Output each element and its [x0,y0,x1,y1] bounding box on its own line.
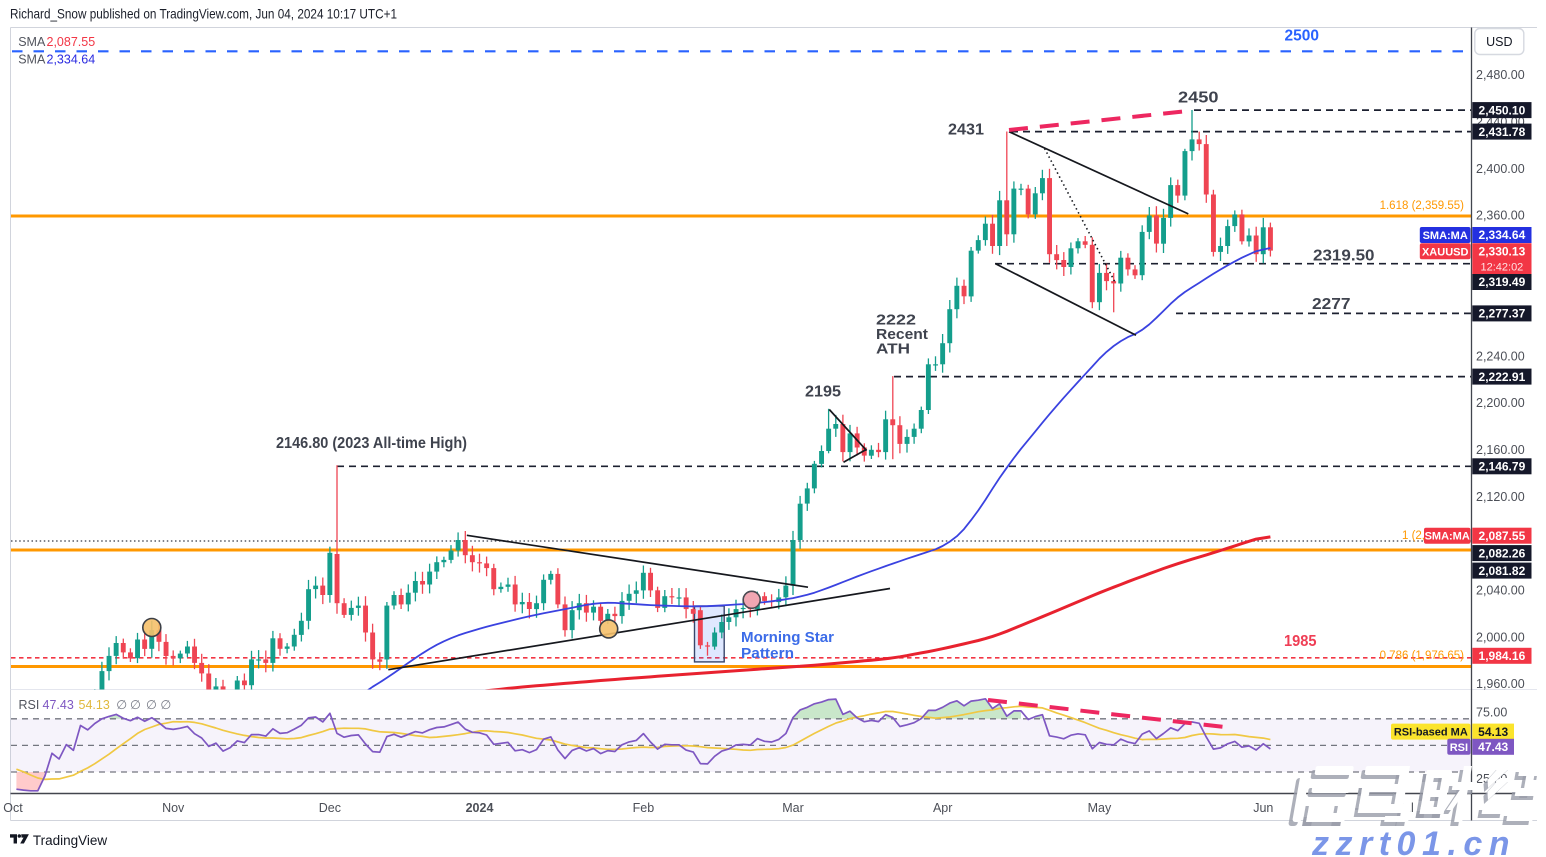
svg-text:2146.80 (2023 All-time High): 2146.80 (2023 All-time High) [276,435,467,452]
svg-text:2277: 2277 [1312,296,1351,313]
svg-text:SMA: SMA [18,53,46,67]
svg-text:1985: 1985 [1284,633,1317,650]
svg-text:RSI: RSI [1450,742,1468,754]
svg-text:2,319.49: 2,319.49 [1479,275,1526,289]
svg-text:2,040.00: 2,040.00 [1476,584,1525,598]
svg-text:Morning Star: Morning Star [741,629,834,646]
svg-text:Oct: Oct [3,801,23,815]
svg-text:Mar: Mar [782,801,804,815]
svg-text:2,450.10: 2,450.10 [1479,103,1526,117]
svg-text:54.13: 54.13 [1478,725,1508,739]
svg-text:∅: ∅ [116,698,127,712]
svg-text:XAUUSD: XAUUSD [1422,246,1469,258]
svg-text:2,222.91: 2,222.91 [1479,370,1526,384]
svg-text:Pattern: Pattern [741,645,794,662]
svg-text:Feb: Feb [633,801,655,815]
svg-text:zzrt01.cn: zzrt01.cn [1311,825,1516,857]
svg-text:2,240.00: 2,240.00 [1476,349,1525,363]
svg-text:2,334.64: 2,334.64 [47,53,96,67]
svg-text:47.43: 47.43 [1478,740,1508,754]
svg-text:2,087.55: 2,087.55 [47,35,96,49]
svg-text:Recent: Recent [876,326,928,343]
svg-text:2,431.78: 2,431.78 [1479,125,1526,139]
svg-text:2,081.82: 2,081.82 [1479,564,1526,578]
svg-text:2,334.64: 2,334.64 [1479,228,1526,242]
svg-text:1,960.00: 1,960.00 [1476,677,1525,691]
svg-text:12:42:02: 12:42:02 [1480,262,1523,274]
svg-text:2319.50: 2319.50 [1313,248,1375,265]
svg-text:USD: USD [1486,35,1512,49]
svg-text:2,277.37: 2,277.37 [1479,307,1526,321]
svg-text:2,087.55: 2,087.55 [1479,529,1526,543]
svg-text:2,330.13: 2,330.13 [1479,245,1526,259]
svg-text:2450: 2450 [1178,90,1219,107]
svg-text:2431: 2431 [948,122,984,139]
svg-text:2,360.00: 2,360.00 [1476,209,1525,223]
svg-text:May: May [1088,801,1112,815]
svg-text:1,984.16: 1,984.16 [1479,649,1526,663]
svg-text:∅: ∅ [160,698,171,712]
svg-text:2,082.26: 2,082.26 [1479,546,1526,560]
svg-text:SMA: SMA [18,35,46,49]
svg-text:Richard_Snow published on Trad: Richard_Snow published on TradingView.co… [10,7,397,22]
svg-text:2500: 2500 [1285,28,1320,45]
svg-text:2,400.00: 2,400.00 [1476,162,1525,176]
svg-text:Jun: Jun [1253,801,1273,815]
svg-text:47.43: 47.43 [43,698,74,712]
svg-text:Nov: Nov [162,801,185,815]
svg-text:2,146.79: 2,146.79 [1479,460,1526,474]
svg-text:∅: ∅ [146,698,157,712]
svg-text:2,200.00: 2,200.00 [1476,396,1525,410]
svg-text:RSI: RSI [19,698,40,712]
svg-text:75.00: 75.00 [1476,705,1507,719]
svg-text:2195: 2195 [805,384,841,401]
svg-text:∅: ∅ [130,698,141,712]
svg-text:2024: 2024 [466,801,494,815]
svg-text:54.13: 54.13 [79,698,110,712]
svg-text:ATH: ATH [876,341,910,358]
svg-text:2,000.00: 2,000.00 [1476,630,1525,644]
svg-text:RSI-based MA: RSI-based MA [1394,727,1468,739]
svg-text:1.618 (2,359.55): 1.618 (2,359.55) [1380,200,1465,212]
svg-text:0.786 (1,976.65): 0.786 (1,976.65) [1380,650,1465,662]
svg-text:SMA:MA: SMA:MA [1425,531,1470,543]
svg-text:2,120.00: 2,120.00 [1476,490,1525,504]
svg-text:Apr: Apr [933,801,952,815]
svg-text:2222: 2222 [876,312,916,329]
svg-text:2,480.00: 2,480.00 [1476,68,1525,82]
svg-text:2,160.00: 2,160.00 [1476,443,1525,457]
svg-text:Dec: Dec [319,801,341,815]
svg-text:TradingView: TradingView [33,833,108,848]
svg-text:SMA:MA: SMA:MA [1423,230,1468,242]
